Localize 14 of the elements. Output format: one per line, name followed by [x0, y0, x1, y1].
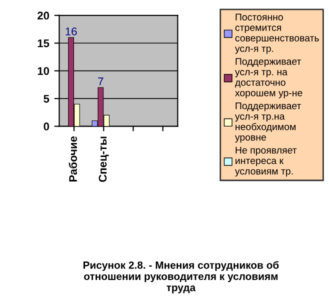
y-tick-label: 10	[38, 67, 50, 75]
x-tick-label: Спец-ты	[98, 136, 109, 182]
legend-label: Не проявляет интереса к условиям тр.	[234, 146, 297, 176]
y-tick-label: 20	[38, 12, 50, 20]
y-tick-label: 15	[38, 40, 50, 48]
legend-label: Постоянно стремится совершенствовать усл-я тр.	[234, 14, 319, 54]
y-tick-label: 5	[44, 94, 50, 103]
x-tick-label: Рабочие	[68, 136, 78, 182]
data-label: 16	[66, 28, 77, 36]
legend-label: Поддерживает усл-я тр.на необходимом уровне	[234, 102, 302, 143]
data-label: 7	[98, 78, 104, 86]
y-tick-label: 0	[44, 122, 50, 130]
text: Рисунок 2.8. - Мнения сотрудников об отношении руководителя к условиям труда	[83, 261, 279, 294]
legend-label: Поддерживает усл-я тр. на достаточно хорошем ур-не	[234, 58, 302, 98]
